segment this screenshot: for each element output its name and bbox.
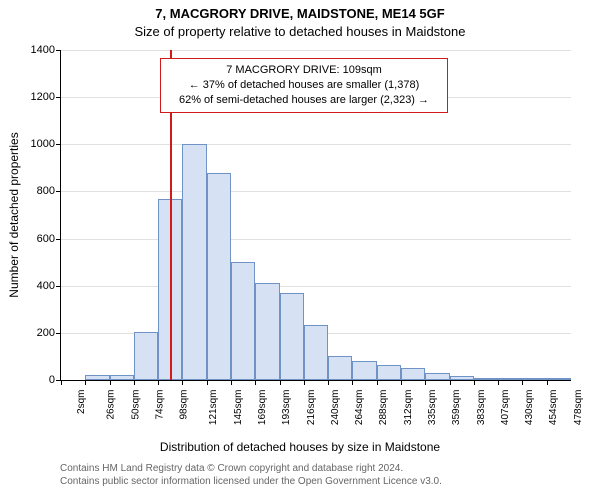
x-tick-label: 74sqm: [154, 390, 165, 420]
x-tick: [231, 380, 232, 385]
histogram-bar: [377, 365, 401, 380]
x-tick: [304, 380, 305, 385]
y-axis-label: Number of detached properties: [7, 50, 21, 215]
gridline: [61, 191, 571, 192]
x-tick-label: 50sqm: [130, 390, 141, 420]
x-tick-label: 240sqm: [330, 390, 341, 426]
histogram-bar: [498, 378, 522, 380]
x-tick-label: 454sqm: [549, 390, 560, 426]
y-tick-label: 600: [37, 233, 61, 245]
gridline: [61, 286, 571, 287]
footer-line-1: Contains HM Land Registry data © Crown c…: [60, 462, 442, 475]
x-tick-label: 193sqm: [281, 390, 292, 426]
annotation-line-1: 7 MACGRORY DRIVE: 109sqm: [169, 63, 439, 78]
x-tick: [352, 380, 353, 385]
x-tick: [401, 380, 402, 385]
y-tick-label: 0: [49, 374, 61, 386]
x-tick: [280, 380, 281, 385]
histogram-bar: [450, 376, 474, 380]
x-tick: [547, 380, 548, 385]
histogram-bar: [110, 375, 134, 380]
x-tick-label: 264sqm: [354, 390, 365, 426]
x-tick: [328, 380, 329, 385]
histogram-bar: [547, 378, 571, 380]
y-tick-label: 1200: [31, 91, 61, 103]
x-tick-label: 288sqm: [379, 390, 390, 426]
histogram-bar: [280, 293, 304, 380]
x-tick-label: 335sqm: [427, 390, 438, 426]
histogram-bar: [182, 144, 206, 380]
x-tick: [134, 380, 135, 385]
histogram-bar: [474, 378, 498, 380]
gridline: [61, 144, 571, 145]
gridline: [61, 50, 571, 51]
x-tick: [61, 380, 62, 385]
x-tick-label: 478sqm: [573, 390, 584, 426]
x-tick: [474, 380, 475, 385]
x-tick-label: 145sqm: [233, 390, 244, 426]
y-tick-label: 1400: [31, 44, 61, 56]
histogram-bar: [255, 283, 279, 380]
x-tick-label: 121sqm: [209, 390, 220, 426]
histogram-bar: [352, 361, 376, 380]
annotation-line-2: ← 37% of detached houses are smaller (1,…: [169, 78, 439, 93]
histogram-bar: [401, 368, 425, 380]
x-tick: [182, 380, 183, 385]
x-tick: [207, 380, 208, 385]
chart-title-address: 7, MACGRORY DRIVE, MAIDSTONE, ME14 5GF: [0, 6, 600, 21]
annotation-line-3: 62% of semi-detached houses are larger (…: [169, 93, 439, 108]
histogram-bar: [85, 375, 109, 380]
histogram-bar: [425, 373, 449, 380]
x-tick-label: 312sqm: [403, 390, 414, 426]
y-tick-label: 400: [37, 280, 61, 292]
x-tick-label: 216sqm: [306, 390, 317, 426]
x-tick-label: 383sqm: [476, 390, 487, 426]
x-axis-label: Distribution of detached houses by size …: [0, 440, 600, 454]
x-tick-label: 169sqm: [257, 390, 268, 426]
x-tick-label: 359sqm: [451, 390, 462, 426]
y-tick-label: 200: [37, 327, 61, 339]
footer-line-2: Contains public sector information licen…: [60, 475, 442, 488]
x-tick-label: 407sqm: [500, 390, 511, 426]
x-tick: [522, 380, 523, 385]
annotation-box: 7 MACGRORY DRIVE: 109sqm ← 37% of detach…: [160, 58, 448, 113]
y-tick-label: 800: [37, 185, 61, 197]
x-tick: [425, 380, 426, 385]
x-tick: [85, 380, 86, 385]
histogram-bar: [207, 173, 231, 380]
x-tick: [498, 380, 499, 385]
chart-subtitle: Size of property relative to detached ho…: [0, 24, 600, 39]
chart-container: 7, MACGRORY DRIVE, MAIDSTONE, ME14 5GF S…: [0, 0, 600, 500]
gridline: [61, 239, 571, 240]
x-tick: [377, 380, 378, 385]
x-tick-label: 430sqm: [524, 390, 535, 426]
y-tick-label: 1000: [31, 138, 61, 150]
x-tick-label: 2sqm: [76, 390, 87, 414]
x-tick: [450, 380, 451, 385]
x-tick: [255, 380, 256, 385]
footer-attribution: Contains HM Land Registry data © Crown c…: [60, 462, 442, 488]
histogram-bar: [231, 262, 255, 380]
x-tick-label: 98sqm: [179, 390, 190, 420]
x-tick-label: 26sqm: [106, 390, 117, 420]
histogram-bar: [304, 325, 328, 380]
histogram-bar: [328, 356, 352, 380]
x-tick: [110, 380, 111, 385]
x-tick: [158, 380, 159, 385]
histogram-bar: [134, 332, 158, 380]
histogram-bar: [522, 378, 546, 380]
